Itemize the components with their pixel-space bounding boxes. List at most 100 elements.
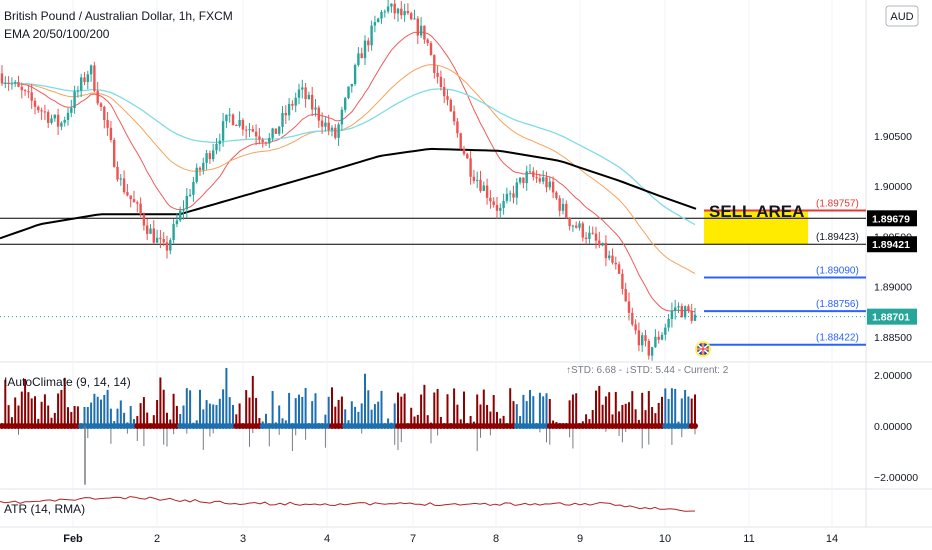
indicator-label[interactable]: EMA 20/50/100/200 bbox=[4, 27, 110, 41]
level-lines[interactable]: (1.89757) (1.89423) (1.89090) (1.88756) (1.8… bbox=[704, 198, 866, 346]
candle-body bbox=[294, 97, 297, 106]
price-badge[interactable] bbox=[867, 236, 917, 253]
time-tick-label: 4 bbox=[324, 533, 330, 545]
candle-body bbox=[674, 307, 677, 311]
candle-body bbox=[304, 87, 307, 100]
candle-body bbox=[33, 100, 37, 107]
candle-body bbox=[40, 110, 43, 112]
candle-body bbox=[416, 18, 419, 36]
candle-body bbox=[106, 120, 109, 128]
candle-body bbox=[96, 90, 99, 104]
candles bbox=[0, 0, 697, 361]
candle-body bbox=[50, 118, 53, 123]
candle-body bbox=[617, 264, 621, 274]
candle-body bbox=[485, 185, 489, 198]
candle-body bbox=[690, 310, 693, 321]
candle-body bbox=[545, 177, 548, 188]
candle-body bbox=[667, 319, 670, 328]
candle-body bbox=[27, 91, 30, 93]
candle-body bbox=[367, 40, 370, 46]
level-label: (1.89757) bbox=[816, 198, 859, 209]
price-axis[interactable]: 1.905001.900001.895001.890001.885001.896… bbox=[0, 131, 917, 344]
candle-body bbox=[198, 167, 202, 170]
candle-body bbox=[20, 86, 23, 91]
candle-body bbox=[512, 193, 515, 198]
candle-body bbox=[241, 119, 245, 130]
candle-body bbox=[522, 177, 525, 184]
candle-body bbox=[245, 129, 248, 131]
candle-body bbox=[657, 336, 660, 340]
candle-body bbox=[205, 153, 208, 163]
candle-body bbox=[419, 25, 423, 36]
candle-body bbox=[479, 179, 482, 191]
candle-body bbox=[261, 139, 264, 143]
candle-body bbox=[334, 127, 337, 138]
candle-body bbox=[185, 195, 188, 210]
currency-button[interactable]: AUD bbox=[885, 5, 919, 27]
price-badge-label: 1.89421 bbox=[872, 239, 910, 251]
candle-body bbox=[53, 114, 56, 119]
candle-body bbox=[594, 233, 598, 241]
candle-body bbox=[152, 228, 155, 243]
candle-body bbox=[155, 237, 159, 243]
candle-body bbox=[383, 11, 386, 13]
candle-body bbox=[535, 177, 538, 179]
candle-body bbox=[317, 107, 320, 121]
time-tick-label: 3 bbox=[240, 533, 246, 545]
candle-body bbox=[449, 99, 452, 112]
candle-body bbox=[162, 239, 165, 243]
candle-body bbox=[631, 312, 634, 325]
candle-body bbox=[654, 336, 657, 348]
candle-body bbox=[80, 77, 83, 91]
time-axis[interactable]: Feb 2 3 4 7 8 9 10 11 14 bbox=[63, 533, 838, 545]
candle-body bbox=[621, 273, 624, 289]
candle-body bbox=[393, 3, 396, 14]
candle-body bbox=[327, 122, 330, 131]
candle-body bbox=[132, 199, 136, 203]
price-badge[interactable] bbox=[867, 210, 917, 227]
candle-body bbox=[297, 89, 301, 98]
candle-body bbox=[86, 74, 89, 83]
current-price-badge[interactable] bbox=[867, 308, 917, 325]
candle-body bbox=[591, 232, 594, 234]
candle-body bbox=[492, 201, 495, 206]
sell-area-zone[interactable] bbox=[704, 210, 808, 245]
candle-body bbox=[301, 87, 304, 90]
climate-stats: ↑STD: 6.68 - ↓STD: 5.44 - Current: 2 bbox=[566, 365, 729, 376]
climate-tick-label: −2.00000 bbox=[874, 472, 918, 484]
atr-pane-title[interactable]: ATR (14, RMA) bbox=[4, 502, 85, 516]
time-tick-label: 8 bbox=[493, 533, 499, 545]
candle-body bbox=[268, 137, 271, 144]
sell-area-label: SELL AREA bbox=[709, 202, 804, 221]
candle-body bbox=[403, 11, 406, 16]
candle-body bbox=[446, 96, 449, 100]
candle-body bbox=[182, 209, 185, 211]
candle-body bbox=[119, 178, 122, 180]
candle-body bbox=[218, 140, 221, 144]
candle-body bbox=[426, 39, 429, 44]
climate-pane-title[interactable]: !AutoClimate (9, 14, 14) bbox=[4, 375, 131, 389]
candle-body bbox=[542, 177, 545, 182]
candle-body bbox=[462, 148, 466, 155]
candle-body bbox=[489, 197, 492, 202]
candle-body bbox=[538, 178, 542, 182]
candle-body bbox=[195, 167, 198, 182]
candle-body bbox=[116, 166, 119, 180]
candle-body bbox=[10, 83, 14, 85]
candle-body bbox=[357, 53, 360, 66]
candle-body bbox=[30, 92, 33, 101]
level-label: (1.89090) bbox=[816, 266, 859, 277]
candle-body bbox=[687, 306, 690, 311]
candle-body bbox=[634, 324, 637, 331]
uk-flag-icon[interactable] bbox=[695, 341, 711, 357]
candle-body bbox=[370, 25, 373, 46]
sell-area-group[interactable] bbox=[704, 210, 808, 245]
candle-body bbox=[456, 121, 459, 134]
candle-body bbox=[386, 6, 390, 12]
candle-body bbox=[221, 121, 225, 141]
candle-body bbox=[380, 11, 383, 19]
candle-body bbox=[439, 76, 443, 87]
candle-body bbox=[578, 223, 581, 228]
candle-body bbox=[565, 203, 568, 218]
